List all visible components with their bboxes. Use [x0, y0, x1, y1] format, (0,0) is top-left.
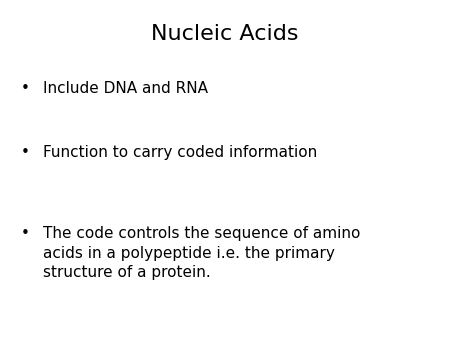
Text: The code controls the sequence of amino
acids in a polypeptide i.e. the primary
: The code controls the sequence of amino …: [43, 226, 360, 280]
Text: Function to carry coded information: Function to carry coded information: [43, 145, 317, 160]
Text: •: •: [20, 226, 29, 241]
Text: •: •: [20, 145, 29, 160]
Text: Nucleic Acids: Nucleic Acids: [151, 24, 299, 44]
Text: Include DNA and RNA: Include DNA and RNA: [43, 81, 208, 96]
Text: •: •: [20, 81, 29, 96]
